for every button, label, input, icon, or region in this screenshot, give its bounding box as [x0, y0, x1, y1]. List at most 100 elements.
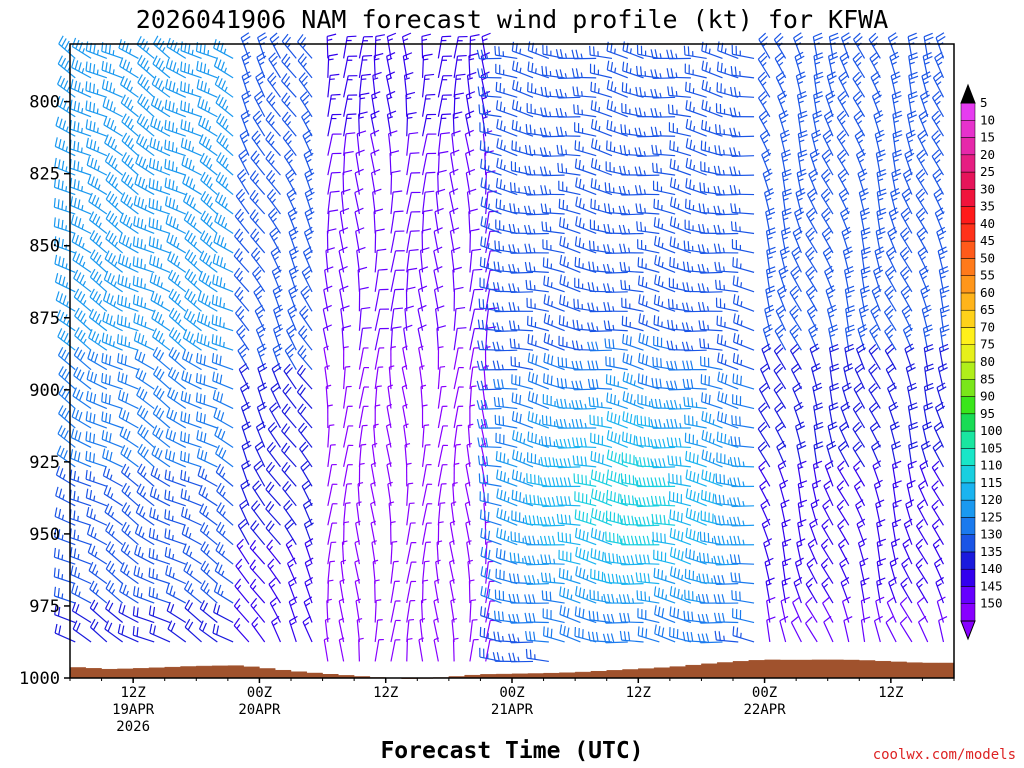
wind-barb — [180, 506, 202, 526]
wind-barb — [876, 207, 887, 234]
wind-barb — [860, 246, 871, 273]
wind-barb — [133, 331, 155, 351]
wind-barb — [729, 185, 755, 196]
wind-barb — [667, 104, 691, 118]
wind-barb — [496, 469, 518, 487]
wind-barb — [283, 363, 297, 390]
wind-barb — [236, 538, 250, 565]
wind-barb — [808, 168, 819, 195]
wind-barb — [199, 600, 218, 623]
wind-barb — [135, 154, 155, 176]
wind-barb — [870, 71, 881, 98]
wind-barb — [698, 573, 723, 585]
wind-barb — [559, 235, 581, 254]
wind-barb — [543, 275, 565, 293]
wind-barb — [101, 411, 123, 429]
wind-barb — [574, 606, 597, 624]
wind-barb — [931, 519, 944, 546]
wind-barb — [540, 554, 565, 565]
wind-barb — [622, 352, 644, 371]
wind-barb — [918, 265, 929, 293]
wind-barb — [509, 552, 534, 565]
wind-barb — [150, 116, 171, 137]
wind-barb — [525, 279, 549, 293]
wind-barb — [136, 483, 155, 507]
wind-barb — [932, 441, 945, 468]
colorbar-swatch — [960, 120, 976, 138]
wind-barb — [714, 630, 739, 643]
wind-barb — [555, 126, 581, 137]
wind-barb — [104, 134, 123, 157]
wind-barb — [590, 527, 613, 546]
wind-barb — [168, 346, 187, 371]
wind-barb — [478, 104, 502, 118]
wind-barb — [265, 131, 281, 157]
wind-barb — [55, 291, 76, 312]
wind-barb — [421, 190, 435, 215]
wind-barb — [433, 637, 440, 662]
wind-barb — [137, 54, 155, 79]
wind-barb — [390, 250, 405, 273]
wind-barb — [281, 423, 297, 448]
wind-barb — [89, 288, 108, 312]
wind-barb — [524, 224, 549, 235]
wind-barb — [288, 285, 299, 312]
wind-barb — [806, 304, 818, 332]
wind-barb — [936, 382, 947, 409]
wind-barb — [214, 75, 234, 98]
wind-barb — [541, 436, 565, 449]
wind-barb — [713, 224, 739, 235]
wind-barb — [216, 113, 234, 137]
wind-barb — [761, 343, 772, 370]
wind-barb — [468, 579, 475, 604]
wind-barb — [254, 304, 266, 332]
wind-barb — [118, 603, 139, 624]
wind-barb — [148, 605, 171, 624]
wind-barb — [180, 411, 202, 429]
wind-barb — [697, 613, 723, 624]
wind-barb — [890, 538, 901, 565]
wind-barb — [899, 246, 913, 273]
wind-barb — [356, 618, 363, 643]
wind-barb — [151, 309, 171, 332]
wind-barb — [931, 130, 944, 156]
wind-barb — [494, 240, 518, 254]
wind-barb — [810, 499, 820, 526]
wind-barb — [778, 265, 789, 293]
wind-barb — [606, 99, 628, 118]
wind-barb — [853, 110, 866, 137]
wind-barb — [343, 150, 354, 176]
wind-barb — [453, 327, 467, 351]
colorbar-swatch — [960, 517, 976, 535]
wind-barb — [681, 341, 707, 352]
wind-barb — [150, 466, 171, 487]
wind-barb — [730, 436, 755, 449]
wind-barb — [70, 428, 92, 448]
wind-barb — [559, 605, 581, 624]
wind-barb — [558, 549, 581, 565]
wind-barb — [477, 68, 502, 79]
wind-barb — [213, 233, 234, 254]
wind-barb — [682, 360, 707, 371]
wind-barb — [636, 44, 660, 59]
wind-barb — [685, 157, 707, 176]
wind-barb — [604, 338, 628, 351]
wind-barb — [919, 460, 929, 487]
wind-barb — [148, 547, 171, 565]
colorbar-swatch — [960, 448, 976, 466]
wind-barb — [852, 71, 866, 98]
wind-barb — [605, 531, 628, 546]
credit-text: coolwx.com/models — [873, 747, 1016, 763]
wind-barb — [302, 246, 313, 273]
wind-barb — [575, 216, 597, 235]
colorbar-swatch — [960, 309, 976, 328]
wind-barb — [70, 449, 92, 468]
wind-barb — [852, 460, 866, 487]
wind-barb — [70, 214, 92, 235]
wind-barb — [89, 249, 108, 273]
wind-barb — [181, 370, 202, 390]
wind-barb — [729, 497, 755, 508]
wind-barb — [933, 421, 945, 448]
wind-barb — [558, 198, 581, 215]
wind-barb — [212, 371, 234, 390]
